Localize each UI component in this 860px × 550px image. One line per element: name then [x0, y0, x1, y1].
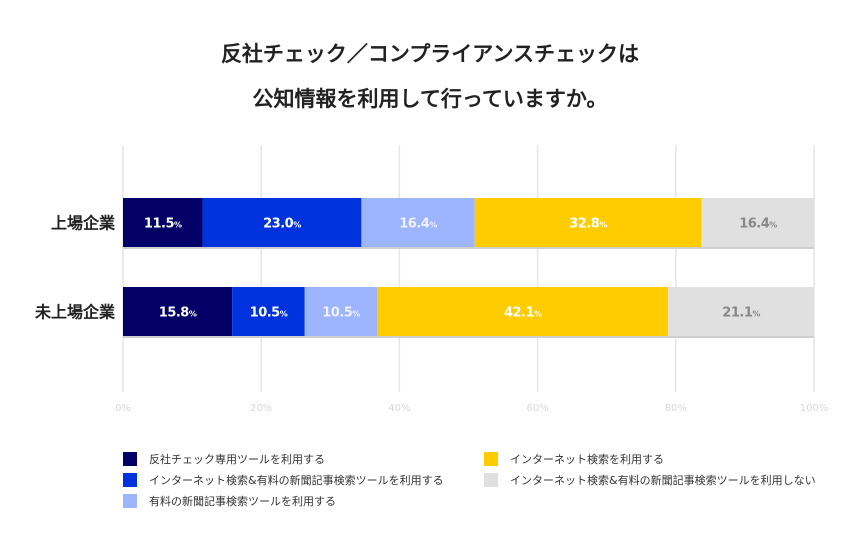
legend-item: インターネット検索&有料の新聞記事検索ツールを利用しない	[484, 472, 816, 488]
x-tick-label: 0%	[115, 403, 131, 414]
bar-segment	[123, 198, 203, 247]
data-label: 15.8%	[159, 306, 197, 321]
x-tick-label: 40%	[388, 403, 410, 414]
data-label: 16.4%	[399, 217, 437, 232]
data-label: 32.8%	[569, 217, 607, 232]
data-label: 11.5%	[144, 217, 182, 232]
category-label: 上場企業	[51, 214, 116, 233]
legend-swatch	[484, 452, 498, 466]
legend-label: インターネット検索&有料の新聞記事検索ツールを利用しない	[510, 474, 816, 487]
bar-segment	[668, 287, 814, 336]
data-label: 16.4%	[739, 217, 777, 232]
bar-segment	[701, 198, 815, 247]
bar-segment	[232, 287, 305, 336]
bar-segment	[361, 198, 475, 247]
bar-segment	[304, 287, 378, 336]
bar-shadow	[123, 247, 814, 249]
bar-segment	[474, 198, 702, 247]
legend-item: インターネット検索を利用する	[484, 451, 664, 467]
legend-item: インターネット検索&有料の新聞記事検索ツールを利用する	[123, 472, 444, 488]
data-label: 23.0%	[263, 217, 301, 232]
legend-swatch	[484, 473, 498, 487]
legend-label: 反社チェック専用ツールを利用する	[149, 453, 325, 466]
bar-segment	[377, 287, 669, 336]
legend-label: 有料の新聞記事検索ツールを利用する	[149, 495, 336, 508]
data-label: 21.1%	[722, 306, 760, 321]
category-label: 未上場企業	[34, 303, 116, 322]
bar-shadow	[123, 336, 814, 338]
data-label: 10.5%	[322, 306, 360, 321]
legend-swatch	[123, 494, 137, 508]
data-label: 42.1%	[504, 306, 542, 321]
legend-label: インターネット検索&有料の新聞記事検索ツールを利用する	[149, 474, 444, 487]
x-tick-label: 80%	[665, 403, 687, 414]
legend-item: 有料の新聞記事検索ツールを利用する	[123, 493, 336, 509]
legend-item: 反社チェック専用ツールを利用する	[123, 451, 325, 467]
bar-segment	[202, 198, 362, 247]
legend-swatch	[123, 473, 137, 487]
legend-label: インターネット検索を利用する	[510, 453, 664, 466]
x-tick-label: 100%	[800, 403, 829, 414]
legend-swatch	[123, 452, 137, 466]
x-tick-label: 60%	[526, 403, 548, 414]
data-label: 10.5%	[250, 306, 288, 321]
chart-title-line-2: 公知情報を利用して行っていますか。	[252, 87, 608, 111]
chart-title-line-1: 反社チェック／コンプライアンスチェックは	[220, 42, 640, 66]
x-tick-label: 20%	[250, 403, 272, 414]
bar-segment	[123, 287, 233, 336]
